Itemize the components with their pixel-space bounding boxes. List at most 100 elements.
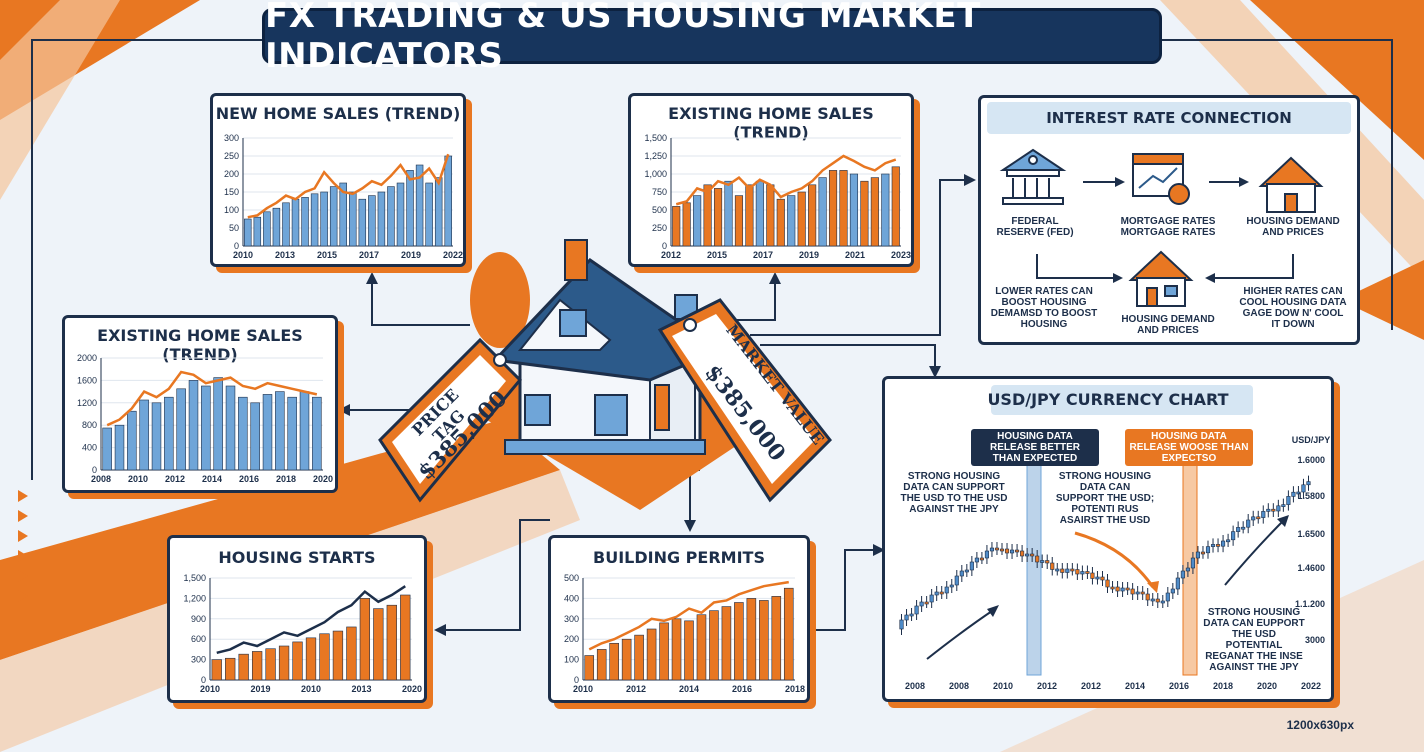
trend-arrow-1 [926,608,996,660]
bar [721,606,732,681]
x-tick-label: 2015 [707,250,727,260]
bar [238,396,248,471]
candle [1100,576,1105,581]
x-tick-label: 2016 [1169,681,1189,691]
bar [776,198,785,247]
y-tick-label: 0 [234,241,239,251]
bar [164,396,174,471]
bar [292,641,303,681]
candle [1080,571,1085,575]
x-tick-label: 2012 [1037,681,1057,691]
candle [1060,568,1065,573]
candle [1276,505,1281,512]
x-tick-label: 2017 [753,250,773,260]
bar [301,197,309,247]
trend-arrow-3-head [1277,515,1289,527]
bar [818,177,827,247]
bar [310,193,319,247]
bar [434,177,443,247]
y-tick-label: 250 [652,223,667,233]
candle [1150,598,1155,602]
x-tick-label: 2012 [661,250,681,260]
bar [275,391,285,471]
bar [724,180,733,247]
bar [709,610,719,681]
lower-rates-note: LOWER RATES CAN BOOST HOUSING DEMAMSD TO… [990,286,1098,330]
bar [415,164,424,247]
x-tick-label: 2008 [91,474,111,484]
bar [263,211,271,247]
chart-title: HOUSING STARTS [218,548,376,567]
bar [672,206,681,247]
bar [406,170,414,247]
x-tick-label: 2008 [905,681,925,691]
candle [1205,546,1211,554]
x-tick-label: 2013 [275,250,295,260]
interest-rate-header [987,102,1351,134]
chart-panel-housing-starts: HOUSING STARTS 0 300 600 900 1,200 1,500 2010 2… [167,535,427,703]
bar [713,188,723,247]
y-tick-label: 1.4600 [1297,563,1325,573]
x-tick-label: 2010 [993,681,1013,691]
candle [1015,549,1020,553]
y-tick-label: 1,250 [644,151,667,161]
y-tick-label: 200 [224,169,239,179]
y-tick-label: 2000 [77,353,97,363]
bar [251,651,263,681]
candle [1165,592,1170,602]
candle [1281,504,1286,507]
trend-line [106,370,318,427]
x-tick-label: 2014 [202,474,222,484]
bar [766,184,775,247]
bar [127,410,137,471]
bar [609,642,619,681]
candle [1251,516,1256,521]
x-tick-label: 2018 [1213,681,1233,691]
bar [584,655,595,681]
fed-label: FEDERAL RESERVE (FED) [996,216,1074,238]
bar [265,648,276,681]
candle [909,613,914,617]
candle [959,570,964,577]
candle [939,591,944,595]
interest-rate-panel: INTEREST RATE CONNECTION [978,95,1360,345]
chart-panel-existing-home-sales-top: EXISTING HOME SALES (TREND) 0 250 500 750 1,… [628,93,914,267]
market-tag-shape [657,298,833,503]
bar [659,622,669,681]
y-tick-label: 800 [82,420,97,430]
chart-housing-starts: 0 300 600 900 1,200 1,500 2010 2019 2010 2013 2020 [183,573,422,694]
y-tick-label: 100 [224,205,239,215]
x-tick-label: 2010 [128,474,148,484]
candle [1231,531,1236,541]
candle [944,586,949,594]
x-tick-label: 2019 [250,684,270,694]
bar [211,659,222,681]
bar [682,202,691,247]
chart-title: EXISTING HOME SALES (TREND) [97,326,303,364]
candle [934,591,939,596]
y-tick-label: 250 [224,151,239,161]
bar [734,602,744,681]
y-tick-label: 1,500 [644,133,667,143]
x-tick-label: 2023 [891,250,911,260]
y-tick-label: 1.1.200 [1295,599,1325,609]
higher-rates-note: HIGHER RATES CAN COOL HOUSING DATA GAGE … [1239,286,1347,330]
x-tick-label: 2016 [732,684,752,694]
bar [396,182,405,247]
y-tick-label: 0 [662,241,667,251]
x-tick-label: 2012 [1081,681,1101,691]
candle [1296,491,1301,495]
calendar-dollar-icon [1132,153,1190,205]
bar [797,191,806,247]
candle [1050,562,1055,570]
bar [201,385,211,471]
bar [349,191,357,247]
trend-line [247,153,450,219]
y-tick-label: 1.6000 [1297,455,1325,465]
bar [745,184,754,247]
bar [828,170,838,247]
candle [1180,570,1185,579]
y-tick-label: 0 [201,675,206,685]
x-tick-label: 2015 [317,250,337,260]
trend-line [588,580,789,651]
